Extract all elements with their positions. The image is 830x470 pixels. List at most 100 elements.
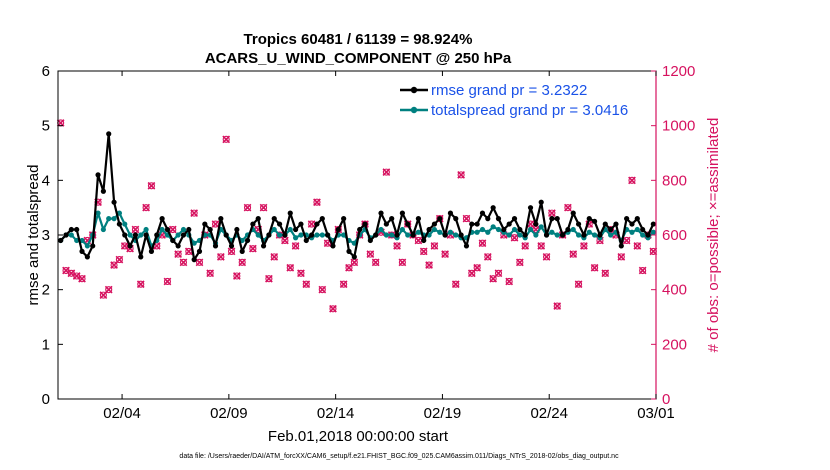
obs-possible-marker [329, 305, 337, 313]
rmse-point [234, 226, 240, 233]
rmse-point [309, 232, 315, 238]
spread-point [127, 232, 133, 238]
y-left-tick-label: 2 [42, 282, 50, 299]
obs-possible-marker [639, 266, 647, 275]
spread-point [415, 229, 422, 235]
rmse-point [175, 243, 181, 249]
rmse-point [319, 216, 325, 222]
obs-possible-marker [569, 250, 577, 258]
obs-assimilated-stroke [72, 272, 81, 280]
obs-assimilated-marker [195, 258, 204, 267]
spread-point [575, 232, 582, 238]
rmse-point [474, 221, 480, 227]
y-axis-right-label: # of obs: o=possible; ×=assimilated [705, 118, 722, 353]
spread-point [100, 226, 106, 233]
x-axis-label: Feb.01,2018 00:00:00 start [268, 428, 449, 445]
rmse-point [84, 254, 90, 260]
spread-point [298, 232, 304, 238]
obs-possible-marker [99, 291, 107, 299]
spread-point [517, 232, 523, 238]
rmse-point [341, 216, 347, 222]
obs-assimilated-marker [494, 269, 503, 278]
spread-point [437, 229, 443, 235]
obs-assimilated-stroke [494, 269, 503, 278]
obs-possible-marker [190, 209, 198, 217]
spread-point [634, 226, 640, 233]
obs-possible-marker [292, 242, 300, 250]
rmse-point [127, 243, 133, 249]
rmse-series-layer [58, 131, 656, 263]
rmse-point [565, 226, 571, 233]
rmse-point [442, 232, 448, 238]
data-file-footer: data file: /Users/raeder/DAI/ATM_forcXX/… [179, 453, 619, 460]
obs-assimilated-marker [206, 269, 215, 278]
rmse-point [490, 205, 496, 211]
x-tick-label: 02/04 [103, 405, 141, 422]
obs-possible-marker [489, 275, 497, 283]
spread-point [479, 226, 486, 233]
obs-possible-marker [243, 204, 252, 212]
obs-assimilated-marker [548, 209, 556, 217]
obs-assimilated-marker [115, 255, 124, 264]
obs-assimilated-stroke [168, 225, 177, 234]
obs-assimilated-stroke [628, 176, 636, 185]
legend: rmse grand pr = 3.2322 totalspread grand… [395, 79, 652, 121]
rmse-point [527, 205, 534, 211]
rmse-point [122, 232, 128, 238]
obs-assimilated-stroke [307, 220, 316, 228]
spread-point [538, 224, 544, 230]
rmse-point [116, 221, 123, 227]
obs-assimilated-marker [131, 225, 140, 234]
y-left-tick-label: 1 [42, 336, 50, 353]
rmse-point [260, 243, 267, 249]
x-tick-label: 02/19 [424, 405, 462, 422]
obs-assimilated-marker [329, 304, 337, 313]
rmse-point [581, 232, 587, 238]
y-left-tick-label: 3 [42, 227, 50, 244]
spread-point [111, 216, 117, 222]
obs-assimilated-stroke [564, 203, 572, 212]
obs-possible-marker [484, 253, 492, 261]
obs-assimilated-marker [211, 220, 220, 228]
spread-point [490, 224, 496, 230]
obs-assimilated-marker [318, 285, 327, 294]
obs-possible-marker [537, 242, 545, 250]
rmse-point [298, 221, 304, 227]
rmse-point [383, 221, 389, 227]
obs-assimilated-stroke [451, 280, 460, 289]
obs-assimilated-marker [291, 242, 300, 250]
obs-possible-marker [249, 245, 257, 253]
legend-rmse-marker [410, 86, 418, 94]
obs-assimilated-marker [510, 233, 519, 242]
rmse-point [415, 216, 422, 222]
obs-assimilated-stroke [297, 269, 305, 278]
obs-possible-marker [430, 242, 438, 250]
rmse-point [239, 248, 245, 254]
obs-assimilated-marker [179, 258, 188, 267]
obs-assimilated-marker [617, 253, 626, 261]
obs-assimilated-stroke [462, 214, 471, 223]
y-right-tick-label: 600 [662, 227, 687, 244]
rmse-point [495, 216, 502, 222]
spread-point [549, 229, 555, 235]
rmse-point [469, 221, 475, 227]
spread-point [271, 226, 277, 233]
obs-assimilated-marker [419, 247, 428, 256]
y-right-tick-label: 0 [662, 391, 670, 408]
spread-point [138, 232, 144, 238]
legend-box [395, 79, 652, 121]
obs-possible-marker [260, 204, 268, 212]
rmse-point [276, 221, 283, 227]
obs-assimilated-stroke [478, 239, 487, 248]
obs-assimilated-marker [168, 225, 177, 234]
obs-assimilated-stroke [430, 242, 439, 250]
obs-assimilated-stroke [227, 247, 236, 256]
obs-assimilated-stroke [163, 277, 172, 286]
obs-possible-marker [163, 277, 172, 286]
spread-point [378, 226, 384, 233]
obs-assimilated-marker [281, 236, 289, 245]
rmse-point [111, 199, 117, 205]
obs-assimilated-stroke [350, 258, 359, 267]
rmse-point [164, 226, 171, 233]
obs-possible-marker [78, 275, 86, 283]
